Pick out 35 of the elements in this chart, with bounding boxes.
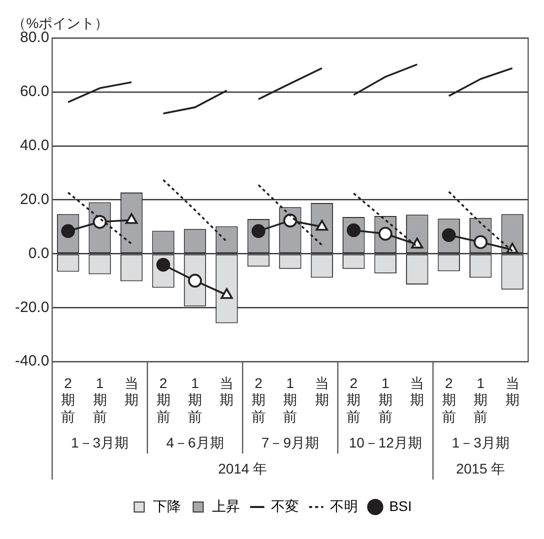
legend-label: 不明 <box>330 498 358 514</box>
x-tick-label: 1期前 <box>378 374 392 424</box>
x-tick-label: 1期前 <box>92 374 107 424</box>
text: 2014 年 <box>218 460 268 476</box>
x-tick-label: 当期 <box>505 374 520 408</box>
text: 4－6月期 <box>166 434 224 450</box>
y-tick-label: 20.0 <box>20 190 50 208</box>
y-tick-label: -40.0 <box>14 352 50 370</box>
x-tick-label: 1期前 <box>283 374 298 424</box>
x-tick-label: 2期前 <box>61 374 76 424</box>
text: 2015 年 <box>456 460 506 476</box>
text: 1－3月期 <box>452 434 510 450</box>
y-tick-label: 40.0 <box>20 137 50 154</box>
y-tick-label: 60.0 <box>20 83 50 100</box>
legend-label: 不変 <box>271 498 300 514</box>
text: 7－9月期 <box>261 434 319 450</box>
x-tick-label: 当期 <box>314 374 329 408</box>
x-tick-label: 当期 <box>410 374 424 408</box>
x-tick-label: 1期前 <box>474 374 488 424</box>
legend-label: BSI <box>389 498 412 514</box>
y-tick-label: 0.0 <box>28 244 50 262</box>
x-tick-label: 2期前 <box>346 374 361 424</box>
legend-label: 上昇 <box>212 498 240 514</box>
y-tick-label: -20.0 <box>14 298 50 316</box>
x-tick-label: 当期 <box>220 374 234 408</box>
text: 1－3月期 <box>71 434 129 450</box>
legend-label: 下降 <box>153 498 182 514</box>
x-tick-label: 2期前 <box>156 374 170 424</box>
x-tick-label: 2期前 <box>442 374 456 424</box>
text: 10－12月期 <box>348 434 422 450</box>
x-tick-label: 1期前 <box>188 374 202 424</box>
x-tick-label: 2期前 <box>251 374 266 424</box>
y-tick-label: 80.0 <box>20 29 50 46</box>
x-tick-label: 当期 <box>124 374 139 408</box>
y-axis-title: （%ポイント） <box>12 14 109 31</box>
